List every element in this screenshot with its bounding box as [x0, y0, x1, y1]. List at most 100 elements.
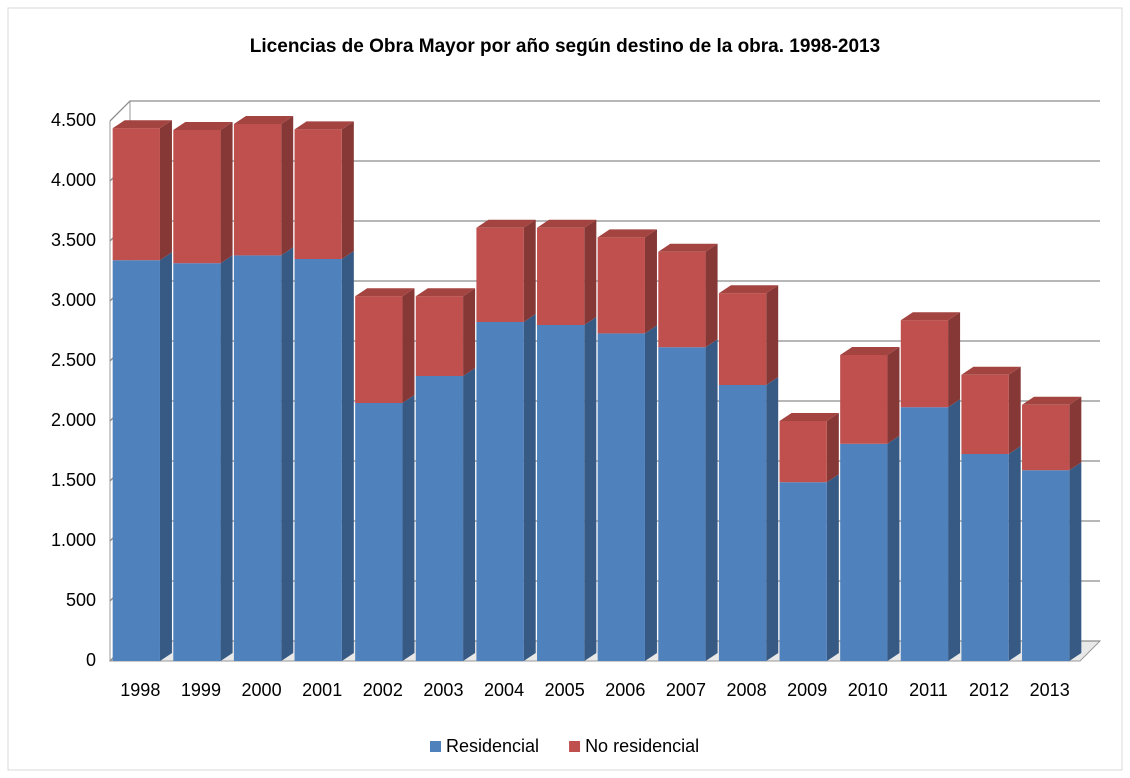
- x-tick-label: 2000: [242, 680, 282, 700]
- bar-top: [1022, 396, 1082, 405]
- y-tick-label: 500: [66, 590, 96, 610]
- bar: [294, 129, 342, 259]
- y-tick-label: 3.500: [51, 230, 96, 250]
- y-tick-label: 3.000: [51, 290, 96, 310]
- bar: [718, 293, 767, 385]
- bar: [779, 421, 827, 483]
- bar: [233, 255, 282, 661]
- bar-side: [463, 288, 476, 376]
- bar-side: [523, 314, 536, 661]
- bar: [476, 322, 524, 661]
- bar: [840, 355, 888, 444]
- bar-side: [584, 317, 597, 661]
- bar: [355, 296, 403, 403]
- bar-top: [718, 285, 779, 294]
- bar-top: [294, 121, 354, 130]
- bar-top: [355, 288, 415, 297]
- bar-side: [220, 255, 233, 661]
- bar: [718, 385, 767, 661]
- bar-top: [840, 347, 900, 355]
- bar-side: [887, 435, 900, 661]
- bar-top: [112, 120, 172, 129]
- bar-side: [1008, 446, 1021, 661]
- bar-side: [159, 120, 172, 261]
- bar-top: [779, 413, 839, 421]
- x-tick-label: 2007: [666, 680, 706, 700]
- x-tick-label: 2003: [423, 680, 463, 700]
- y-tick-label: 1.000: [51, 530, 96, 550]
- bar: [537, 325, 585, 661]
- bar: [112, 128, 160, 261]
- bar-side: [766, 377, 779, 661]
- x-tick-label: 2002: [363, 680, 403, 700]
- x-tick-label: 1999: [181, 680, 221, 700]
- bar-side: [402, 288, 415, 403]
- bar-top: [476, 219, 536, 228]
- bar: [779, 482, 827, 661]
- bar-side: [220, 122, 233, 264]
- bar: [233, 124, 282, 256]
- bar: [900, 407, 949, 661]
- x-tick-label: 2005: [545, 680, 585, 700]
- bar-side: [705, 243, 718, 348]
- bar-side: [948, 312, 961, 408]
- bar-side: [1069, 396, 1082, 471]
- bar-side: [341, 121, 354, 260]
- bar-top: [415, 288, 476, 297]
- x-tick-label: 2001: [302, 680, 342, 700]
- bar-top: [900, 312, 961, 321]
- bar-side: [463, 368, 476, 661]
- bar: [961, 454, 1009, 661]
- x-tick-label: 2006: [605, 680, 645, 700]
- bar-side: [826, 413, 839, 483]
- bar-side: [766, 285, 779, 385]
- x-tick-label: 2010: [848, 680, 888, 700]
- y-tick-label: 4.500: [51, 110, 96, 130]
- x-tick-label: 2004: [484, 680, 524, 700]
- bar-side: [281, 116, 294, 256]
- bar: [415, 296, 464, 376]
- grid-line: [109, 100, 1100, 122]
- bar: [294, 259, 342, 661]
- y-tick-label: 2.500: [51, 350, 96, 370]
- bar-side: [1069, 462, 1082, 661]
- y-tick-label: 1.500: [51, 470, 96, 490]
- bar-side: [523, 219, 536, 322]
- bar: [597, 333, 645, 661]
- bar: [173, 263, 221, 661]
- bar-side: [705, 339, 718, 661]
- bar-top: [173, 122, 233, 130]
- bar-side: [159, 252, 172, 661]
- bar-side: [584, 219, 597, 325]
- bar-side: [1008, 366, 1021, 454]
- bar-side: [948, 399, 961, 661]
- legend-label: Residencial: [446, 736, 539, 756]
- bar: [658, 347, 706, 661]
- legend-swatch: [569, 741, 581, 752]
- bar-side: [341, 251, 354, 661]
- y-tick-label: 2.000: [51, 410, 96, 430]
- bar: [476, 227, 524, 322]
- bar: [840, 443, 888, 661]
- bar: [961, 374, 1009, 454]
- bar-side: [402, 395, 415, 661]
- x-tick-label: 2009: [787, 680, 827, 700]
- bar-side: [887, 347, 900, 444]
- legend-swatch: [430, 741, 441, 752]
- bar-side: [644, 229, 657, 334]
- bar-top: [537, 219, 597, 228]
- bar: [112, 260, 160, 661]
- x-tick-label: 2012: [969, 680, 1009, 700]
- x-tick-label: 2008: [727, 680, 767, 700]
- y-tick-label: 0: [86, 650, 96, 670]
- chart-title: Licencias de Obra Mayor por año según de…: [250, 36, 880, 57]
- bar-side: [644, 325, 657, 661]
- bar-top: [233, 116, 294, 124]
- bar-top: [658, 243, 718, 252]
- bar: [900, 320, 949, 408]
- bar: [355, 403, 403, 661]
- legend-label: No residencial: [585, 736, 699, 756]
- bar: [1022, 470, 1070, 661]
- bar: [658, 251, 706, 348]
